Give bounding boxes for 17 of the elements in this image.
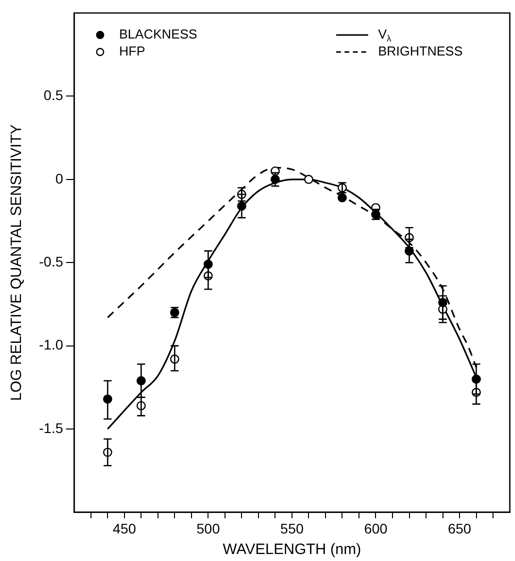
y-axis-title: LOG RELATIVE QUANTAL SENSITIVITY — [8, 124, 26, 401]
y-tick-label: 0.5 — [44, 87, 64, 104]
x-tick-label: 550 — [280, 520, 304, 536]
point — [338, 193, 347, 202]
legend-label: HFP — [119, 44, 146, 59]
x-tick-label: 650 — [448, 520, 472, 536]
x-axis-title: WAVELENGTH (nm) — [222, 541, 362, 558]
x-tick-label: 500 — [196, 520, 220, 536]
y-tick-label: 0 — [55, 170, 64, 186]
y-tick-label: -0.5 — [39, 253, 64, 270]
legend-label: BRIGHTNESS — [378, 44, 463, 59]
y-tick-label: -1.0 — [39, 336, 64, 353]
y-tick-label: -1.5 — [39, 420, 64, 436]
x-tick-label: 600 — [364, 520, 388, 536]
x-tick-label: 450 — [112, 520, 136, 536]
legend-label: BLACKNESS — [119, 26, 198, 42]
point — [304, 174, 314, 184]
